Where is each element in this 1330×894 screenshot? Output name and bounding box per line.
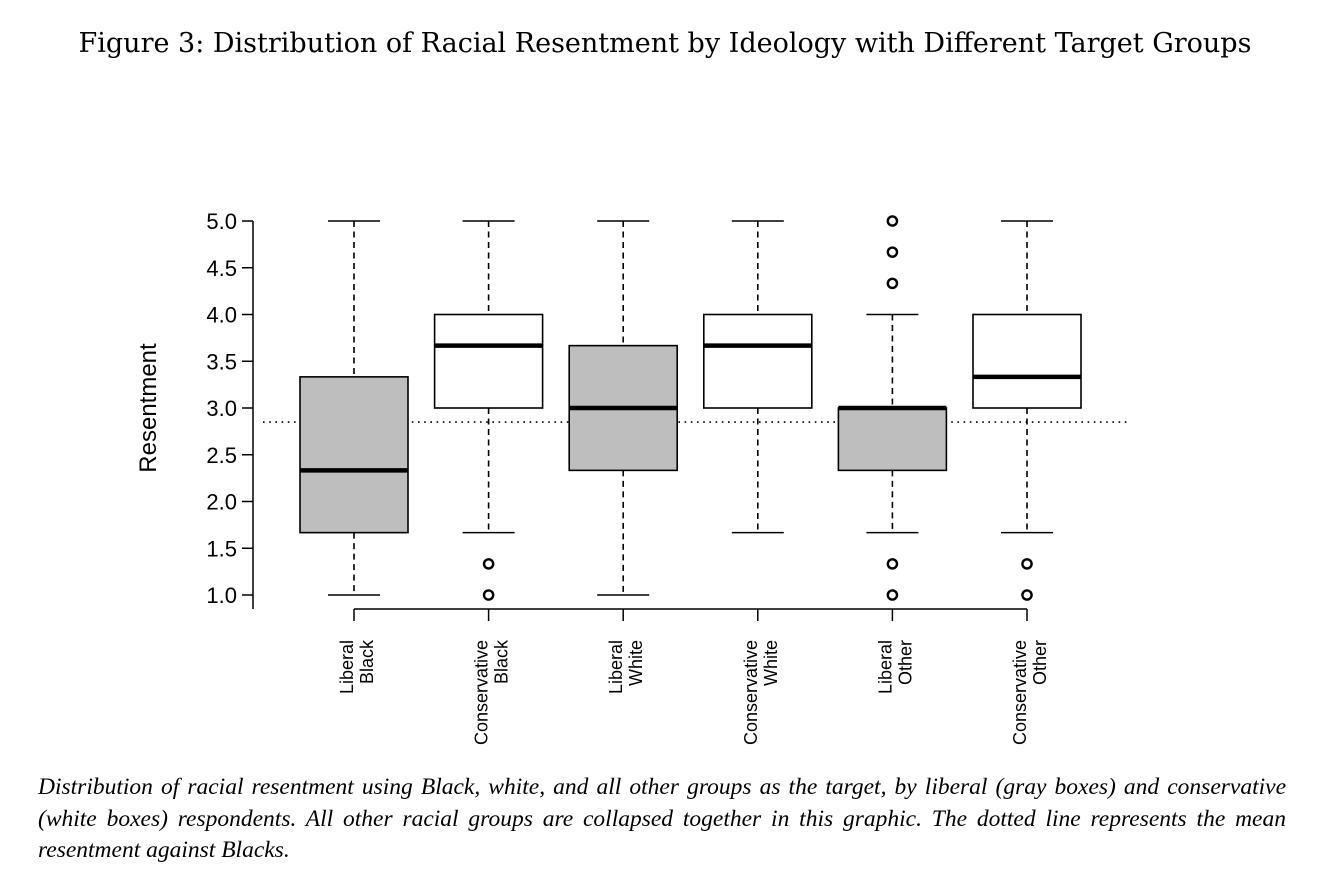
y-tick-label: 5.0	[206, 209, 237, 234]
box-conservative	[433, 313, 544, 409]
figure-title: Figure 3: Distribution of Racial Resentm…	[78, 28, 1252, 59]
x-tick-label: LiberalBlack	[337, 639, 377, 694]
outlier-point	[886, 558, 899, 570]
x-tick-label-line: White	[626, 640, 646, 686]
x-tick-label-line: Black	[492, 639, 512, 684]
y-tick-label: 1.5	[206, 536, 237, 561]
boxplot-chart: 1.0 1.5 2.0 2.5 3.0 3.5 4.0 4.5 5.0 Resentment Lib…	[135, 209, 1128, 745]
box-liberal	[299, 376, 409, 534]
x-tick-label-line: Liberal	[337, 640, 357, 694]
x-tick-label-line: Other	[895, 640, 915, 685]
x-tick-label-line: Liberal	[875, 640, 895, 694]
box-liberal	[837, 407, 948, 472]
x-tick-label-line: White	[761, 640, 781, 686]
y-tick-label: 1.0	[206, 583, 237, 608]
x-tick-label: ConservativeWhite	[741, 640, 781, 745]
y-axis-label: Resentment	[135, 343, 162, 473]
y-tick-label: 3.0	[206, 396, 237, 421]
x-tick-label: ConservativeOther	[1010, 640, 1050, 745]
outlier-point	[886, 589, 899, 601]
x-tick-label-line: Conservative	[1010, 640, 1030, 745]
y-tick-label: 2.5	[206, 443, 237, 468]
box-conservative	[702, 313, 813, 409]
y-tick-label: 4.0	[206, 303, 237, 328]
outlier-point	[886, 215, 899, 227]
outlier-point	[886, 246, 899, 258]
x-tick-label-line: Other	[1030, 640, 1050, 685]
x-tick-label-line: Conservative	[472, 640, 492, 745]
figure-caption: Distribution of racial resentment using …	[38, 774, 1286, 863]
x-tick-label: LiberalOther	[875, 640, 915, 694]
outlier-point	[1021, 558, 1033, 570]
x-tick-label-line: Conservative	[741, 640, 761, 745]
x-tick-label: ConservativeBlack	[472, 639, 512, 745]
outlier-point	[1021, 589, 1033, 601]
y-tick-label: 4.5	[206, 256, 237, 281]
x-tick-label-line: Black	[357, 639, 377, 684]
box-conservative	[972, 313, 1082, 409]
y-tick-label: 3.5	[206, 349, 237, 374]
x-tick-label-line: Liberal	[606, 640, 626, 694]
outlier-point	[482, 589, 495, 601]
y-tick-label: 2.0	[206, 490, 237, 515]
outlier-point	[482, 558, 495, 570]
x-tick-label: LiberalWhite	[606, 640, 646, 694]
outlier-point	[886, 277, 899, 290]
